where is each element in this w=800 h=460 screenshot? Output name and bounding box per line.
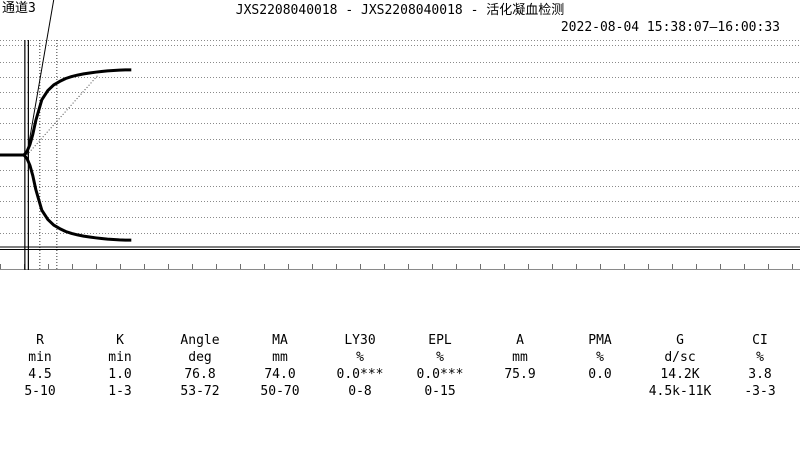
param-value: 0.0	[588, 367, 612, 382]
time-range: 2022-08-04 15:38:07—16:00:33	[560, 20, 780, 35]
param-unit: min	[108, 350, 132, 365]
param-unit: %	[756, 350, 764, 365]
param-unit: min	[28, 350, 52, 365]
param-name: EPL	[428, 333, 452, 348]
results-unit-row: min min deg mm%% mm% d/sc%	[0, 349, 800, 366]
param-value: 76.8	[184, 367, 216, 382]
param-name: CI	[752, 333, 768, 348]
param-name: MA	[272, 333, 288, 348]
param-range: 0-15	[424, 384, 456, 399]
param-name: G	[676, 333, 684, 348]
param-unit: %	[596, 350, 604, 365]
grid	[0, 40, 800, 270]
param-value: 74.0	[264, 367, 296, 382]
param-range	[480, 383, 560, 400]
param-value: 14.2K	[660, 367, 700, 382]
param-unit: mm	[512, 350, 528, 365]
param-range: 0-8	[348, 384, 372, 399]
traces	[0, 68, 132, 242]
param-range: 1-3	[108, 384, 132, 399]
param-unit: d/sc	[664, 350, 696, 365]
param-unit: %	[436, 350, 444, 365]
angle-tangent-line	[26, 0, 55, 156]
param-name: A	[516, 333, 524, 348]
param-range: 53-72	[180, 384, 220, 399]
param-unit: %	[356, 350, 364, 365]
param-name: R	[36, 333, 44, 348]
param-value: 75.9	[504, 367, 536, 382]
lower-trace	[0, 153, 132, 242]
chart-title: JXS2208040018 - JXS2208040018 - 活化凝血检测	[235, 3, 565, 18]
param-value: 3.8	[748, 367, 772, 382]
param-range: 5-10	[24, 384, 56, 399]
upper-trace	[0, 68, 132, 157]
results-header-row: R K Angle MA LY30 EPL A PMA G CI	[0, 332, 800, 349]
param-name: PMA	[588, 333, 612, 348]
param-unit: mm	[272, 350, 288, 365]
results-range-row: 5-10 1-3 53-72 50-70 0-8 0-15 4.5k-11K -3-3	[0, 383, 800, 400]
param-value: 1.0	[108, 367, 132, 382]
teg-chart	[0, 0, 800, 270]
param-unit: deg	[188, 350, 212, 365]
markers	[0, 0, 800, 270]
param-range: 4.5k-11K	[648, 384, 712, 399]
param-range: 50-70	[260, 384, 300, 399]
param-name: Angle	[180, 333, 220, 348]
param-name: LY30	[344, 333, 376, 348]
param-value: 4.5	[28, 367, 52, 382]
param-name: K	[116, 333, 124, 348]
results-table: R K Angle MA LY30 EPL A PMA G CI min min deg mm%% mm%…	[0, 332, 800, 400]
param-value: 0.0***	[336, 367, 384, 382]
param-range	[560, 383, 640, 400]
param-value: 0.0***	[416, 367, 464, 382]
results-value-row: 4.5 1.0 76.8 74.0 0.0*** 0.0*** 75.9 0.0 14.2K 3.…	[0, 366, 800, 383]
channel-label: 通道3	[2, 1, 36, 16]
param-range: -3-3	[744, 384, 776, 399]
